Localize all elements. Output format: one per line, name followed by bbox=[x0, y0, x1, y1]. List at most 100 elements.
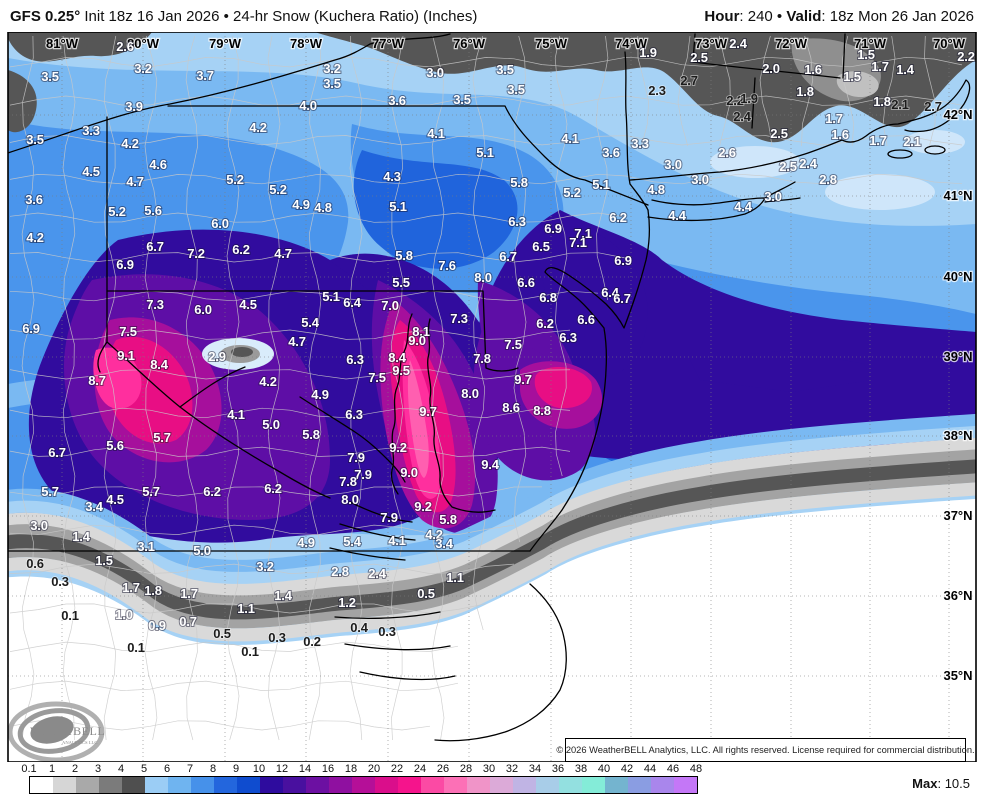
copyright-notice: © 2026 WeatherBELL Analytics, LLC. All r… bbox=[556, 738, 975, 762]
longitude-label: 71°W bbox=[854, 36, 887, 51]
snow-value-label: 3.1 bbox=[137, 539, 154, 554]
snow-value-label: 6.9 bbox=[22, 321, 39, 336]
snow-value-label: 6.0 bbox=[194, 302, 211, 317]
snow-value-label: 5.8 bbox=[510, 175, 527, 190]
scale-tick: 38 bbox=[574, 763, 588, 775]
snow-value-label: 5.7 bbox=[153, 430, 170, 445]
scale-tick: 26 bbox=[436, 763, 450, 775]
snow-value-label: 4.5 bbox=[106, 492, 123, 507]
snow-value-label: 4.1 bbox=[427, 126, 444, 141]
scale-tick: 8 bbox=[209, 763, 217, 775]
longitude-label: 76°W bbox=[453, 36, 486, 51]
latitude-label: 38°N bbox=[943, 428, 972, 443]
snow-value-label: 7.5 bbox=[368, 370, 385, 385]
latitude-label: 37°N bbox=[943, 508, 972, 523]
scale-color-cell bbox=[260, 777, 283, 793]
scale-color-cell bbox=[628, 777, 651, 793]
snow-value-label: 1.7 bbox=[869, 133, 886, 148]
snow-value-label: 7.1 bbox=[569, 235, 586, 250]
snow-value-label: 6.9 bbox=[116, 257, 133, 272]
snow-value-label: 6.3 bbox=[559, 330, 576, 345]
snow-value-label: 1.7 bbox=[122, 580, 139, 595]
snow-value-label: 1.9 bbox=[639, 45, 656, 60]
snow-value-label: 7.9 bbox=[354, 467, 371, 482]
snow-value-label: 2.6 bbox=[116, 39, 133, 54]
scale-tick: 10 bbox=[252, 763, 266, 775]
scale-tick: 28 bbox=[459, 763, 473, 775]
snow-value-label: 5.1 bbox=[389, 199, 406, 214]
snow-value-label: 5.2 bbox=[108, 204, 125, 219]
snow-value-label: 2.8 bbox=[819, 172, 836, 187]
snow-value-label: 2.4 bbox=[799, 156, 817, 171]
scale-color-cell bbox=[651, 777, 674, 793]
scale-color-cell bbox=[582, 777, 605, 793]
snow-value-label: 2.1 bbox=[891, 97, 908, 112]
latitude-label: 40°N bbox=[943, 269, 972, 284]
snow-value-label: 6.4 bbox=[601, 285, 619, 300]
scale-tick: 46 bbox=[666, 763, 680, 775]
scale-color-cell bbox=[352, 777, 375, 793]
snow-value-label: 4.0 bbox=[299, 98, 316, 113]
map-frame bbox=[7, 32, 977, 762]
snow-value-label: 4.2 bbox=[249, 120, 266, 135]
snow-value-label: 2.7 bbox=[924, 99, 941, 114]
snow-value-label: 0.1 bbox=[61, 608, 78, 623]
scale-tick: 9 bbox=[232, 763, 240, 775]
snow-value-label: 5.8 bbox=[439, 512, 456, 527]
valid-value: : 18z Mon 26 Jan 2026 bbox=[821, 7, 974, 25]
longitude-label: 81°W bbox=[46, 36, 79, 51]
snow-value-label: 0.3 bbox=[378, 624, 395, 639]
snow-value-label: 1.2 bbox=[338, 595, 355, 610]
latlon-labels: 81°W 80°W 79°W 78°W 77°W 76°W 75°W 74°W 73°W 72°W… bbox=[45, 35, 974, 684]
snow-value-label: 1.8 bbox=[796, 84, 813, 99]
snow-value-label: 4.9 bbox=[292, 197, 309, 212]
snow-value-label: 8.7 bbox=[88, 373, 105, 388]
snow-value-label: 2.6 bbox=[718, 145, 735, 160]
scale-tick: 14 bbox=[298, 763, 312, 775]
snow-value-label: 4.5 bbox=[239, 297, 256, 312]
scale-tick: 36 bbox=[551, 763, 565, 775]
snow-value-label: 4.7 bbox=[126, 174, 143, 189]
snow-value-label: 2.4 bbox=[733, 109, 751, 124]
snow-value-label: 8.0 bbox=[474, 270, 491, 285]
snow-value-label: 8.8 bbox=[533, 403, 550, 418]
scale-color-cell bbox=[99, 777, 122, 793]
scale-color-cell bbox=[214, 777, 237, 793]
snow-value-label: 6.9 bbox=[544, 221, 561, 236]
snow-value-label: 9.7 bbox=[514, 372, 531, 387]
scale-color-cell bbox=[283, 777, 306, 793]
snow-value-label: 4.9 bbox=[311, 387, 328, 402]
snow-value-label: 6.8 bbox=[539, 290, 556, 305]
snow-value-label: 1.1 bbox=[446, 570, 463, 585]
snow-value-label: 6.7 bbox=[48, 445, 65, 460]
snow-value-label: 1.4 bbox=[274, 588, 292, 603]
snow-value-label: 1.7 bbox=[871, 59, 888, 74]
scale-tick: 1 bbox=[48, 763, 56, 775]
snow-value-label: 0.6 bbox=[26, 556, 43, 571]
snow-value-label: 2.3 bbox=[648, 83, 665, 98]
snow-value-label: 9.5 bbox=[392, 363, 409, 378]
snow-value-label: 3.2 bbox=[134, 61, 151, 76]
snow-value-label: 8.1 bbox=[412, 324, 429, 339]
snow-value-label: 6.7 bbox=[146, 239, 163, 254]
snow-value-label: 9.7 bbox=[419, 404, 436, 419]
snow-value-label: 4.6 bbox=[149, 157, 166, 172]
snow-value-label: 1.4 bbox=[896, 62, 914, 77]
snow-value-label: 4.2 bbox=[26, 230, 43, 245]
snow-value-label: 0.2 bbox=[303, 634, 320, 649]
snow-value-label: 0.5 bbox=[417, 586, 434, 601]
scale-color-cell bbox=[329, 777, 352, 793]
snow-value-label: 8.0 bbox=[341, 492, 358, 507]
scale-color-cell bbox=[30, 777, 53, 793]
snow-value-label: 5.2 bbox=[269, 182, 286, 197]
snow-value-label: 9.0 bbox=[400, 465, 417, 480]
snow-value-label: 2.9 bbox=[208, 349, 225, 364]
snow-value-label: 4.4 bbox=[668, 208, 686, 223]
scale-color-cell bbox=[559, 777, 582, 793]
snow-value-label: 5.7 bbox=[41, 484, 58, 499]
longitude-label: 80°W bbox=[127, 36, 160, 51]
scale-color-cell bbox=[145, 777, 168, 793]
snow-value-label: 5.0 bbox=[262, 417, 279, 432]
snow-value-label: 7.8 bbox=[473, 351, 490, 366]
logo-subtext: ANALYTICS LLC bbox=[62, 740, 97, 745]
